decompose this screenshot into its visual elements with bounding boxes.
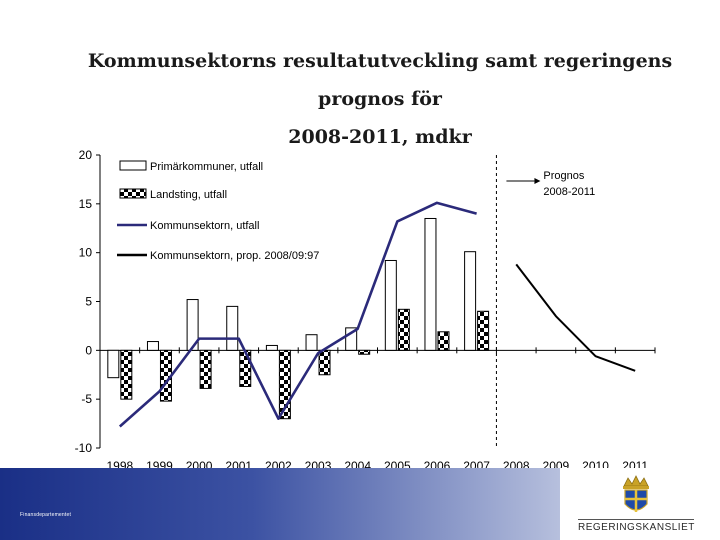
bar-landsting	[120, 349, 133, 400]
line-kommunsektorn-utfall	[118, 201, 477, 428]
y-tick-label: -5	[81, 392, 92, 406]
bar-primarkommuner	[146, 341, 159, 351]
bar-landsting	[358, 349, 371, 355]
bar-primarkommuner	[345, 327, 358, 351]
legend-swatch-primarkommuner	[119, 160, 147, 171]
bar-landsting	[437, 331, 450, 351]
chart-title-line2: 2008-2011, mdkr	[288, 126, 472, 148]
legend-label: Kommunsektorn, prop. 2008/09:97	[150, 250, 319, 262]
chart-title: Kommunsektorns resultatutveckling samt r…	[60, 42, 700, 156]
legend-swatch-landsting	[119, 188, 147, 199]
bar-primarkommuner	[265, 344, 278, 351]
bar-landsting	[318, 349, 331, 376]
bar-primarkommuner	[226, 305, 239, 351]
y-tick-label: 0	[85, 343, 92, 357]
legend-box	[110, 155, 360, 265]
legend-label: Landsting, utfall	[150, 189, 227, 201]
line-kommunsektorn-prognos	[515, 263, 636, 372]
y-tick-label: 15	[79, 197, 93, 211]
y-tick-label: 10	[79, 246, 93, 260]
bar-landsting	[239, 349, 252, 387]
annotation-arrow-head	[534, 178, 541, 184]
bar-primarkommuner	[186, 299, 199, 351]
department-label: Finansdepartementet	[20, 512, 72, 518]
y-tick-label: -10	[75, 441, 93, 455]
bar-primarkommuner	[305, 334, 318, 351]
crown-emblem-icon	[623, 475, 649, 512]
bar-landsting	[278, 349, 291, 420]
y-tick-label: 20	[79, 148, 93, 162]
annotation-line1: Prognos	[543, 170, 584, 182]
bar-landsting	[397, 308, 410, 351]
government-logo: REGERINGSKANSLIET	[578, 474, 694, 534]
bar-primarkommuner	[384, 259, 397, 351]
bar-primarkommuner	[107, 349, 120, 379]
annotation-line2: 2008-2011	[543, 186, 595, 198]
chart-title-line1: Kommunsektorns resultatutveckling samt r…	[87, 50, 673, 110]
legend-label: Kommunsektorn, utfall	[150, 220, 259, 232]
bar-landsting	[199, 349, 212, 389]
bar-landsting	[477, 310, 490, 351]
legend-label: Primärkommuner, utfall	[150, 161, 263, 173]
logo-text: REGERINGSKANSLIET	[578, 519, 694, 533]
bar-primarkommuner	[464, 251, 477, 351]
y-tick-label: 5	[85, 295, 92, 309]
bar-primarkommuner	[424, 217, 437, 351]
